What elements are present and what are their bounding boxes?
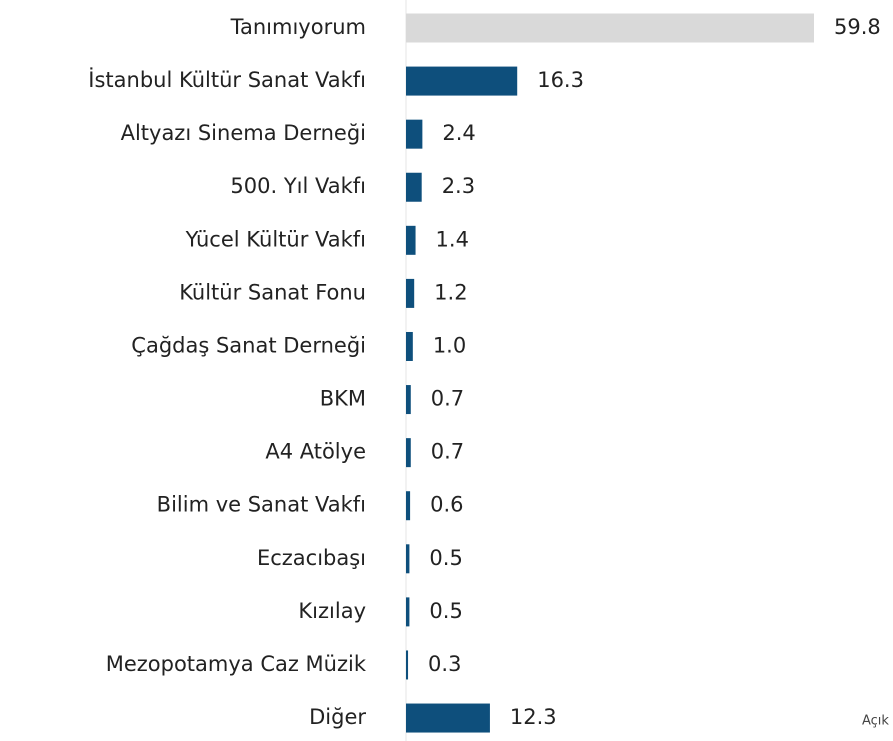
category-label: Bilim ve Sanat Vakfı bbox=[157, 493, 366, 517]
value-label: 16.3 bbox=[537, 68, 584, 92]
category-label: Diğer bbox=[309, 705, 366, 729]
value-label: 1.2 bbox=[434, 280, 467, 304]
bar bbox=[406, 703, 490, 733]
category-label: Eczacıbaşı bbox=[257, 546, 366, 570]
value-label: 0.3 bbox=[428, 652, 461, 676]
category-label: A4 Atölye bbox=[265, 440, 366, 464]
value-label: 0.7 bbox=[431, 440, 464, 464]
value-label: 59.8 bbox=[834, 15, 881, 39]
bar bbox=[406, 438, 411, 468]
value-label: 0.6 bbox=[430, 493, 463, 517]
bar bbox=[406, 119, 423, 149]
bar bbox=[406, 544, 410, 574]
bar bbox=[406, 172, 422, 202]
bar bbox=[406, 225, 416, 255]
value-label: 0.5 bbox=[429, 546, 462, 570]
value-label: 0.5 bbox=[429, 599, 462, 623]
category-label: İstanbul Kültür Sanat Vakfı bbox=[88, 67, 366, 92]
value-label: 1.0 bbox=[433, 333, 466, 357]
category-label: Altyazı Sinema Derneği bbox=[121, 121, 366, 145]
value-label: 0.7 bbox=[431, 387, 464, 411]
annotation: Açık bbox=[862, 714, 889, 729]
bar bbox=[406, 491, 411, 521]
category-label: Kültür Sanat Fonu bbox=[179, 280, 366, 304]
category-label: Mezopotamya Caz Müzik bbox=[106, 652, 367, 676]
bar bbox=[406, 597, 410, 627]
bar bbox=[406, 385, 411, 415]
category-label: BKM bbox=[320, 387, 366, 411]
value-label: 2.3 bbox=[442, 174, 475, 198]
bar bbox=[406, 331, 413, 361]
bar bbox=[406, 650, 409, 680]
bar bbox=[406, 278, 415, 308]
category-label: Yücel Kültür Vakfı bbox=[185, 227, 366, 251]
category-label: 500. Yıl Vakfı bbox=[230, 174, 366, 198]
value-label: 2.4 bbox=[442, 121, 475, 145]
category-label: Çağdaş Sanat Derneği bbox=[131, 333, 366, 357]
value-label: 1.4 bbox=[436, 227, 469, 251]
bar bbox=[406, 13, 814, 43]
value-label: 12.3 bbox=[510, 705, 557, 729]
category-label: Kızılay bbox=[298, 599, 366, 623]
category-label: Tanımıyorum bbox=[230, 15, 366, 39]
bar bbox=[406, 66, 518, 96]
